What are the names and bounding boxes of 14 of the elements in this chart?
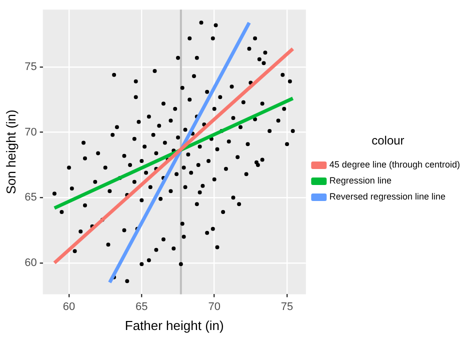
y-tick-label: 60 <box>24 256 37 269</box>
y-axis-title: Son height (in) <box>3 110 18 194</box>
legend-label: Reversed regression line line <box>329 192 446 202</box>
legend-label: Regression line <box>329 176 392 186</box>
y-tick-label: 75 <box>24 61 37 74</box>
x-tick-label: 65 <box>136 300 148 313</box>
y-tick-label: 70 <box>24 126 37 138</box>
x-tick-label: 75 <box>280 300 294 313</box>
legend-label: 45 degree line (through centroid) <box>329 160 460 170</box>
x-tick-label: 60 <box>62 300 76 313</box>
x-tick-label: 70 <box>208 300 220 313</box>
x-axis-title: Father height (in) <box>124 318 224 333</box>
legend-title: colour <box>372 134 404 148</box>
y-tick-label: 65 <box>24 192 37 204</box>
